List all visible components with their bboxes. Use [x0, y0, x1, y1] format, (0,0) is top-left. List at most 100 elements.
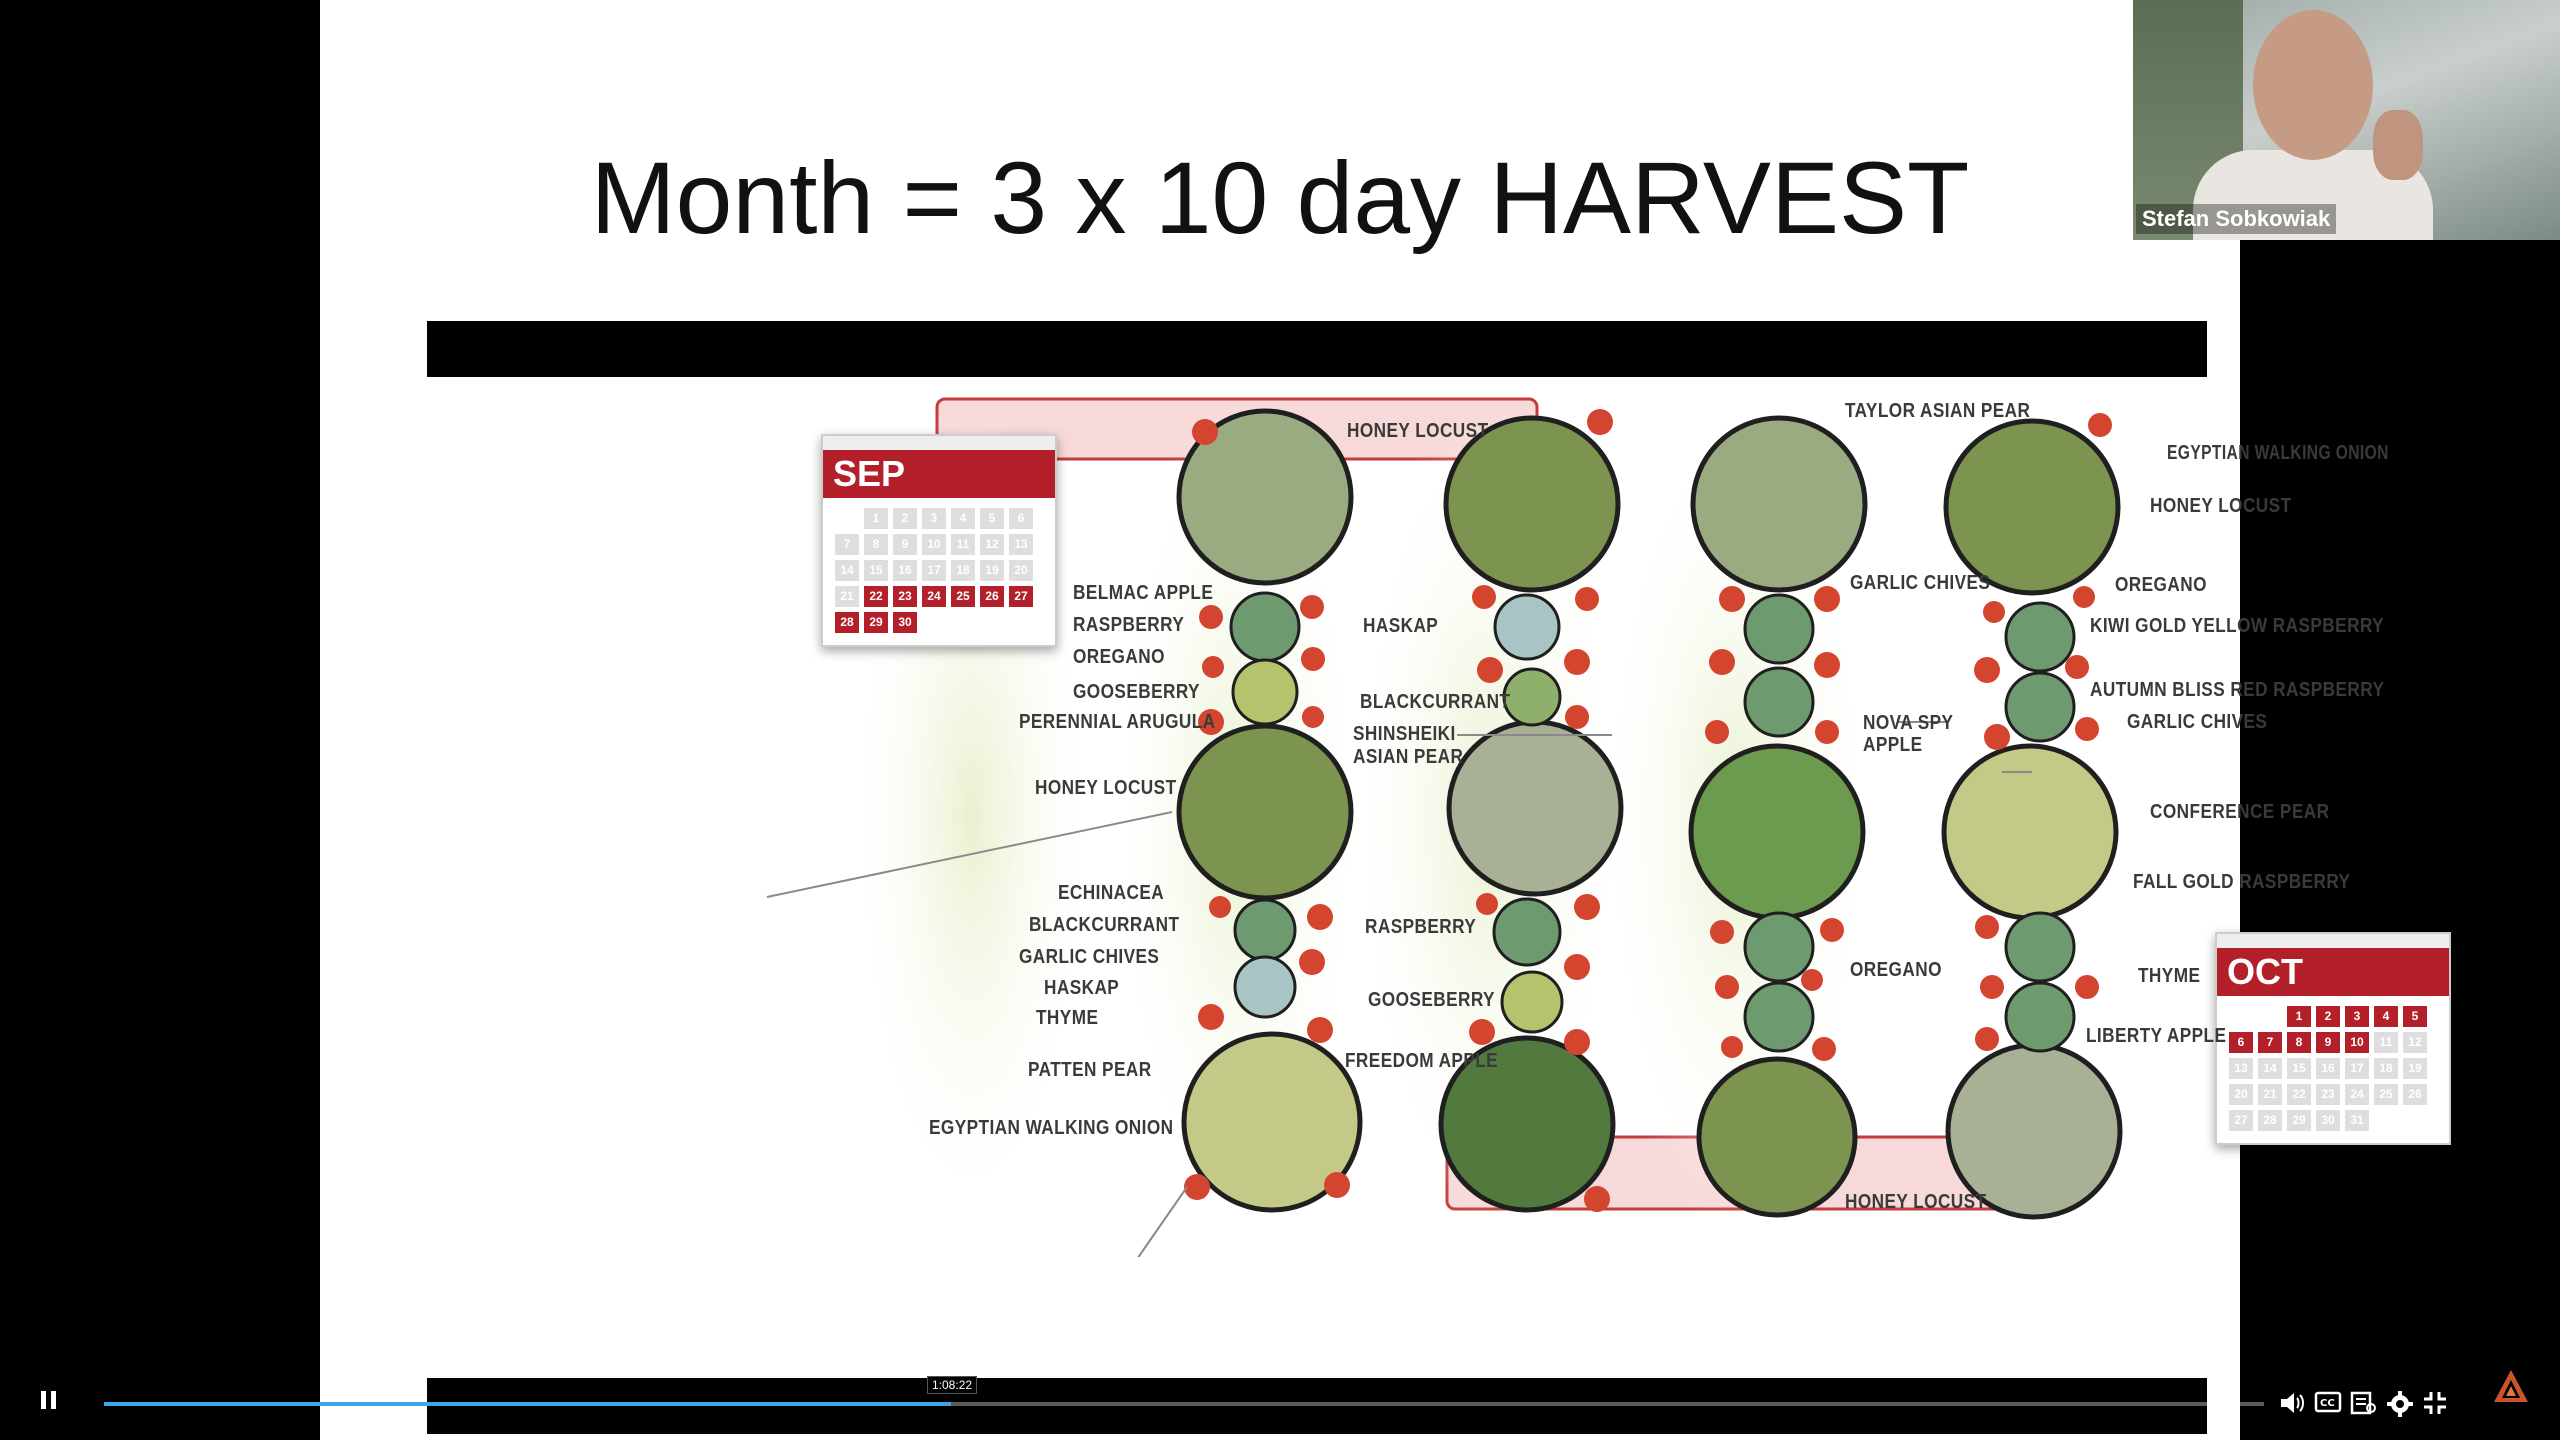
- label-garlic-chives-left: GARLIC CHIVES: [1019, 946, 1160, 968]
- calendar-day: 17: [2345, 1058, 2369, 1079]
- calendar-day: 7: [2258, 1032, 2282, 1053]
- calendar-day: 3: [922, 508, 946, 529]
- calendar-day: 5: [2403, 1006, 2427, 1027]
- calendar-rings: [823, 436, 1055, 450]
- calendar-day: 4: [2374, 1006, 2398, 1027]
- calendar-day: 6: [2229, 1032, 2253, 1053]
- transcript-icon[interactable]: [2350, 1390, 2378, 1423]
- calendar-day: 11: [2374, 1032, 2398, 1053]
- calendar-rings: [2217, 934, 2449, 948]
- label-egyptian-onion-left: EGYPTIAN WALKING ONION: [929, 1117, 1174, 1139]
- calendar-day: [835, 508, 859, 529]
- label-asian-pear: ASIAN PEAR: [1353, 746, 1464, 768]
- label-raspberry-left: RASPBERRY: [1073, 614, 1185, 636]
- label-autumn-bliss: AUTUMN BLISS RED RASPBERRY: [2090, 679, 2385, 701]
- calendar-day: 15: [2287, 1058, 2311, 1079]
- calendar-october: OCT 1 2 3 4 5 6 7 8 9 10 11 12 13 14 15 16 17 18 19 20 21 22 2…: [2215, 932, 2451, 1145]
- calendar-day: 7: [835, 534, 859, 555]
- calendar-month-title: OCT: [2217, 948, 2449, 996]
- calendar-september: SEP 1 2 3 4 5 6 7 8 9 10 11 12 13 14 15 16 17 18 19 20 21 22 2…: [821, 434, 1057, 647]
- calendar-day: 29: [864, 612, 888, 633]
- label-honey-locust-top: HONEY LOCUST: [1347, 420, 1489, 442]
- label-oregano-left: OREGANO: [1073, 646, 1165, 668]
- volume-icon[interactable]: [2278, 1390, 2306, 1423]
- calendar-day: [2258, 1006, 2282, 1027]
- label-honey-locust-right: HONEY LOCUST: [2150, 495, 2292, 517]
- calendar-day: 26: [2403, 1084, 2427, 1105]
- calendar-day: 20: [2229, 1084, 2253, 1105]
- calendar-day: 31: [2345, 1110, 2369, 1131]
- calendar-day: 13: [1009, 534, 1033, 555]
- calendar-day: 25: [2374, 1084, 2398, 1105]
- label-gooseberry-mid: GOOSEBERRY: [1368, 989, 1495, 1011]
- calendar-day: 10: [922, 534, 946, 555]
- calendar-day: 24: [922, 586, 946, 607]
- calendar-day: 30: [893, 612, 917, 633]
- label-garlic-chives-mid: GARLIC CHIVES: [1850, 572, 1991, 594]
- calendar-day: 16: [2316, 1058, 2340, 1079]
- progress-fill: [104, 1402, 951, 1406]
- calendar-day: 30: [2316, 1110, 2340, 1131]
- calendar-day: 22: [2287, 1084, 2311, 1105]
- label-honey-locust-left: HONEY LOCUST: [1035, 777, 1177, 799]
- label-conference-pear: CONFERENCE PEAR: [2150, 801, 2330, 823]
- calendar-day: 3: [2345, 1006, 2369, 1027]
- slide-title: Month = 3 x 10 day HARVEST: [590, 141, 1970, 255]
- calendar-day: 20: [1009, 560, 1033, 581]
- progress-track[interactable]: [104, 1402, 2264, 1406]
- calendar-day: 18: [951, 560, 975, 581]
- calendar-day: 6: [1009, 508, 1033, 529]
- presentation-slide: Month = 3 x 10 day HARVEST: [320, 0, 2451, 1440]
- label-blackcurrant-mid: BLACKCURRANT: [1360, 691, 1511, 713]
- calendar-day: 4: [951, 508, 975, 529]
- calendar-day: 11: [951, 534, 975, 555]
- calendar-day: 23: [2316, 1084, 2340, 1105]
- calendar-day: 12: [980, 534, 1004, 555]
- calendar-day: 19: [2403, 1058, 2427, 1079]
- planting-rows-illustration: [766, 397, 2123, 1257]
- label-nova-spy: NOVA SPY: [1863, 712, 1954, 734]
- exit-fullscreen-icon[interactable]: [2422, 1390, 2448, 1423]
- calendar-day: 19: [980, 560, 1004, 581]
- calendar-day: 2: [2316, 1006, 2340, 1027]
- label-blackcurrant-left: BLACKCURRANT: [1029, 914, 1180, 936]
- calendar-grid: 1 2 3 4 5 6 7 8 9 10 11 12 13 14 15 16 17 18 19 20 21 22 23 24 2…: [823, 498, 1055, 645]
- calendar-day: [2229, 1006, 2253, 1027]
- calendar-day: 28: [835, 612, 859, 633]
- label-patten-pear: PATTEN PEAR: [1028, 1059, 1152, 1081]
- speaker-name: Stefan Sobkowiak: [2136, 204, 2337, 234]
- slide-black-band-bottom: [427, 1378, 2207, 1434]
- captions-icon[interactable]: CC: [2314, 1390, 2342, 1421]
- label-thyme-left: THYME: [1036, 1007, 1099, 1029]
- calendar-day: 1: [864, 508, 888, 529]
- label-freedom-apple: FREEDOM APPLE: [1345, 1050, 1499, 1072]
- gear-icon[interactable]: [2386, 1390, 2414, 1425]
- calendar-day: 27: [1009, 586, 1033, 607]
- svg-text:CC: CC: [2320, 1398, 2335, 1409]
- label-haskap-mid: HASKAP: [1363, 615, 1439, 637]
- calendar-day: 9: [893, 534, 917, 555]
- calendar-day: 21: [835, 586, 859, 607]
- label-haskap-left: HASKAP: [1044, 977, 1120, 999]
- brand-logo-icon[interactable]: [2492, 1368, 2530, 1404]
- pause-icon[interactable]: [38, 1388, 60, 1419]
- calendar-day: 22: [864, 586, 888, 607]
- label-raspberry-mid: RASPBERRY: [1365, 916, 1477, 938]
- calendar-day: 29: [2287, 1110, 2311, 1131]
- speaker-webcam: [2133, 0, 2560, 240]
- calendar-day: 28: [2258, 1110, 2282, 1131]
- label-gooseberry-left: GOOSEBERRY: [1073, 681, 1200, 703]
- calendar-day: 14: [835, 560, 859, 581]
- calendar-day: 8: [2287, 1032, 2311, 1053]
- speaker-hand: [2373, 110, 2423, 180]
- label-garlic-chives-right: GARLIC CHIVES: [2127, 711, 2268, 733]
- calendar-day: 1: [2287, 1006, 2311, 1027]
- label-perennial-arugula: PERENNIAL ARUGULA: [1019, 711, 1216, 733]
- calendar-day: 12: [2403, 1032, 2427, 1053]
- calendar-month-title: SEP: [823, 450, 1055, 498]
- slide-black-band-top: [427, 321, 2207, 377]
- calendar-day: 26: [980, 586, 1004, 607]
- calendar-day: 23: [893, 586, 917, 607]
- calendar-day: 18: [2374, 1058, 2398, 1079]
- food-forest-diagram: SEP 1 2 3 4 5 6 7 8 9 10 11 12 13 14 15 16 17 18 19 20 21 22 2…: [427, 377, 2451, 1257]
